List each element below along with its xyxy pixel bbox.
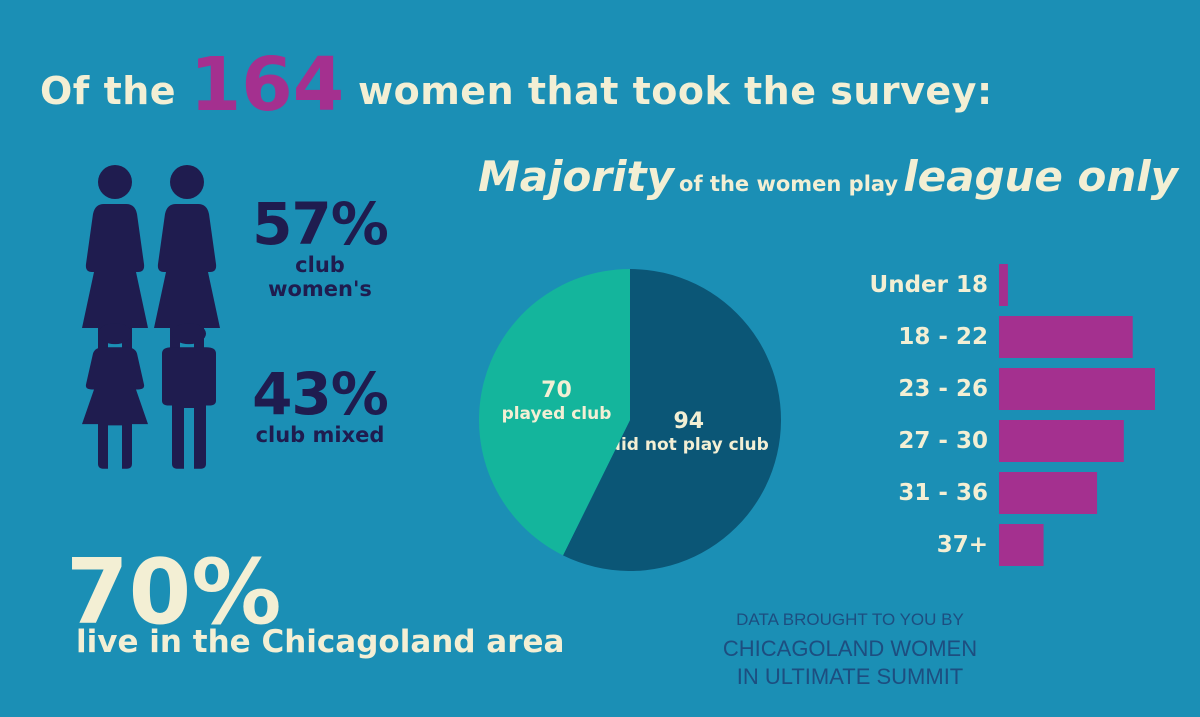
age-category-label: 31 - 36 — [898, 480, 988, 506]
stat-label: club mixed — [255, 423, 385, 447]
woman-figure-icon — [82, 323, 148, 469]
location-label: live in the Chicagoland area — [76, 624, 565, 660]
age-bar — [999, 420, 1124, 462]
pie-slice-value: 70 — [541, 378, 572, 403]
headline-pre: Of the — [40, 69, 177, 113]
stat-label: club women's — [268, 253, 372, 301]
age-bar — [999, 472, 1098, 514]
mixed-icons — [82, 323, 216, 469]
stat-club-mixed: 43% club mixed — [240, 365, 400, 447]
age-category-label: 23 - 26 — [898, 376, 988, 402]
age-bar — [999, 316, 1133, 358]
age-bar — [999, 368, 1155, 410]
subhead-tail: league only — [903, 152, 1179, 201]
credit-line-3: IN ULTIMATE SUMMIT — [736, 664, 964, 689]
credit-line-1: DATA BROUGHT TO YOU BY — [736, 610, 964, 629]
headline: Of the 164 women that took the survey: — [40, 42, 993, 128]
age-category-label: 27 - 30 — [898, 428, 988, 454]
age-category-label: 18 - 22 — [898, 324, 988, 350]
pie-slice-label: played club — [502, 404, 612, 424]
location-value: 70% — [66, 540, 282, 645]
age-category-label: Under 18 — [869, 272, 988, 298]
pie-headline: Majority of the women play league only — [478, 152, 1178, 201]
pie-slice-label: did not play club — [609, 435, 769, 455]
age-bar — [999, 524, 1044, 566]
pie-slice — [479, 269, 630, 556]
pie-slice — [562, 269, 781, 571]
age-bar-chart — [999, 264, 1155, 566]
pie-slice-value: 94 — [673, 409, 704, 434]
age-category-label: 37+ — [936, 532, 988, 558]
age-bar — [999, 264, 1008, 306]
stat-value: 57% — [252, 190, 389, 258]
headline-post: women that took the survey: — [358, 69, 993, 113]
headline-count: 164 — [189, 42, 345, 128]
credit-line-2: CHICAGOLAND WOMEN — [722, 636, 978, 661]
stat-value: 43% — [252, 360, 389, 428]
subhead-lead: Majority — [478, 152, 674, 201]
man-figure-icon — [162, 323, 216, 469]
stat-club-womens: 57% club women's — [240, 195, 400, 301]
subhead-mid: of the women play — [679, 172, 899, 196]
